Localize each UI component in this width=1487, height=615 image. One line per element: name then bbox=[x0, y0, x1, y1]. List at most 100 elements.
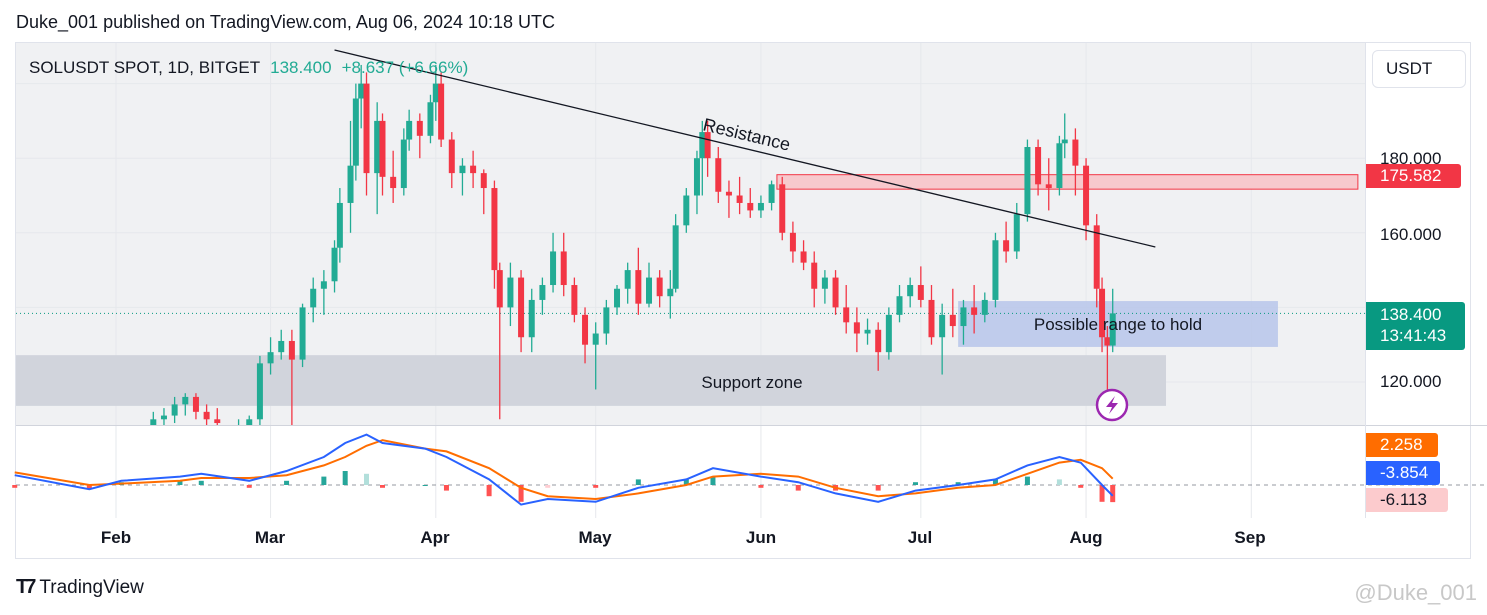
price-axis-label: 160.000 bbox=[1380, 225, 1442, 244]
candle-body bbox=[432, 83, 439, 103]
candle-body bbox=[624, 270, 631, 289]
candle bbox=[1061, 113, 1068, 159]
candle bbox=[491, 180, 498, 289]
candle bbox=[1083, 158, 1090, 241]
candle bbox=[374, 102, 381, 215]
candle bbox=[507, 262, 514, 327]
candle-body bbox=[981, 299, 988, 315]
candle bbox=[267, 337, 274, 375]
candle bbox=[1099, 277, 1106, 353]
candle bbox=[592, 322, 599, 390]
candle bbox=[853, 307, 860, 353]
candle-body bbox=[150, 419, 157, 425]
candle-body bbox=[1035, 147, 1042, 185]
candle bbox=[736, 176, 743, 215]
candle bbox=[960, 299, 967, 345]
macd-histogram-bar bbox=[12, 485, 18, 488]
candle-body bbox=[1013, 214, 1020, 252]
tradingview-logo[interactable]: T7 TradingView bbox=[16, 576, 144, 599]
candle bbox=[1093, 214, 1100, 308]
candle bbox=[1013, 202, 1020, 259]
candle bbox=[672, 214, 679, 293]
candle-body bbox=[960, 307, 967, 327]
candle bbox=[1003, 221, 1010, 263]
macd-histogram-bar bbox=[795, 485, 801, 491]
symbol-legend: SOLUSDT SPOT, 1D, BITGET 138.400 +8.637 … bbox=[29, 58, 468, 78]
candle-body bbox=[288, 340, 295, 360]
candle-body bbox=[1104, 337, 1111, 346]
macd-histogram-bar bbox=[284, 480, 290, 485]
candle bbox=[539, 277, 546, 315]
tv-logo-icon: T7 bbox=[16, 576, 36, 598]
macd-histogram-bar bbox=[342, 471, 348, 485]
candle bbox=[614, 285, 621, 315]
candle-body bbox=[246, 419, 253, 425]
macd-histogram-bar bbox=[518, 485, 524, 502]
candle-body bbox=[683, 195, 690, 226]
candle bbox=[747, 188, 754, 218]
candle bbox=[917, 266, 924, 308]
macd-histogram-bar bbox=[443, 485, 449, 491]
candle bbox=[470, 150, 477, 189]
candle-body bbox=[416, 120, 423, 136]
candle bbox=[237, 419, 240, 425]
candle bbox=[518, 270, 525, 353]
macd-histogram-bar bbox=[86, 485, 92, 490]
candle bbox=[150, 411, 157, 425]
candle-body bbox=[768, 184, 775, 203]
macd-histogram-bar bbox=[758, 485, 764, 488]
candle-body bbox=[459, 165, 466, 174]
candle-body bbox=[949, 314, 956, 327]
candle-body bbox=[885, 314, 892, 353]
candle-body bbox=[896, 296, 903, 315]
candle bbox=[246, 415, 253, 425]
candle bbox=[843, 285, 850, 334]
macd-histogram-bar bbox=[198, 480, 204, 485]
candle-body bbox=[672, 225, 679, 289]
candle-body bbox=[347, 165, 354, 203]
last-price-tag: 138.400 13:41:43 bbox=[1366, 302, 1465, 350]
candle bbox=[256, 355, 263, 425]
candle bbox=[416, 113, 423, 159]
candle bbox=[667, 270, 674, 319]
candle bbox=[768, 180, 775, 211]
candle-body bbox=[635, 270, 642, 304]
candle bbox=[496, 262, 503, 420]
last-price: 138.400 bbox=[270, 58, 332, 77]
candle-body bbox=[363, 83, 370, 174]
candle-body bbox=[507, 277, 514, 308]
candle bbox=[203, 404, 210, 425]
candle-body bbox=[470, 165, 477, 174]
candle-body bbox=[310, 288, 317, 308]
candle-body bbox=[928, 299, 935, 338]
currency-button[interactable]: USDT bbox=[1372, 50, 1466, 88]
candle bbox=[811, 251, 818, 308]
candle-body bbox=[390, 176, 397, 189]
candle bbox=[550, 232, 557, 293]
candle-body bbox=[571, 285, 578, 315]
macd-hist-tag: -6.113 bbox=[1366, 488, 1448, 512]
candle bbox=[379, 113, 386, 196]
time-axis-label: Apr bbox=[420, 528, 450, 547]
macd-histogram-bar bbox=[1056, 479, 1062, 485]
candle bbox=[427, 94, 434, 144]
candle bbox=[1109, 288, 1116, 353]
candle bbox=[789, 221, 796, 263]
macd-histogram-bar bbox=[422, 485, 428, 486]
macd-histogram-bar bbox=[364, 473, 370, 485]
candle bbox=[939, 303, 946, 375]
time-axis-label: Jul bbox=[907, 528, 933, 547]
candle-body bbox=[203, 411, 210, 420]
symbol-name[interactable]: SOLUSDT SPOT, 1D, BITGET bbox=[29, 58, 261, 77]
macd-histogram-bar bbox=[177, 480, 183, 485]
candle-body bbox=[331, 247, 338, 282]
candle bbox=[192, 393, 199, 420]
candle-body bbox=[1099, 288, 1106, 338]
candle bbox=[310, 277, 317, 323]
candle-body bbox=[656, 277, 663, 297]
candle-body bbox=[843, 307, 850, 323]
macd-histogram-bar bbox=[913, 482, 918, 485]
range-box-label: Possible range to hold bbox=[1034, 315, 1202, 334]
